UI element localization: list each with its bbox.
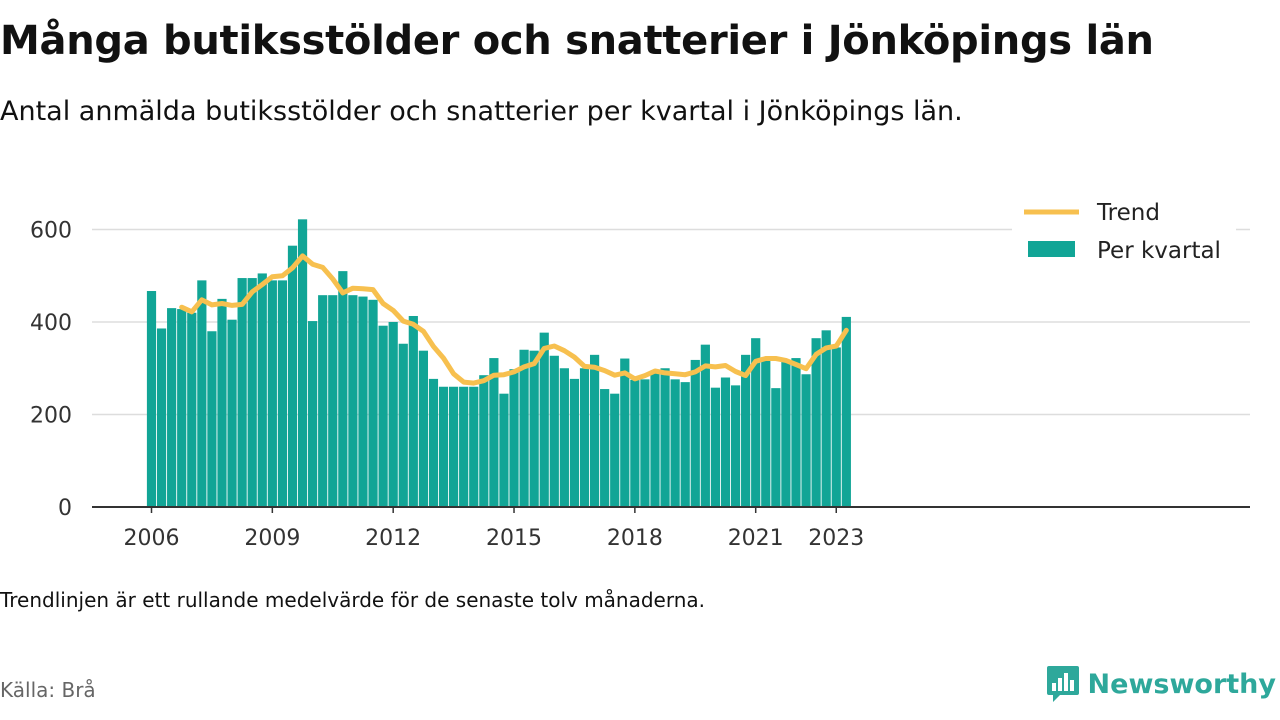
- legend-trend-label: Trend: [1096, 200, 1160, 226]
- bar: [700, 344, 710, 507]
- trend-line: [179, 253, 849, 386]
- newsworthy-logo-icon: [1046, 666, 1079, 702]
- x-tick-label: 2015: [486, 526, 542, 551]
- bar: [771, 388, 781, 507]
- bar: [741, 354, 751, 507]
- bar: [338, 271, 348, 507]
- bar: [408, 315, 418, 507]
- bar: [368, 299, 378, 507]
- bar: [589, 354, 600, 507]
- bar: [720, 377, 731, 507]
- bar: [690, 359, 700, 507]
- bar: [519, 349, 529, 507]
- bar: [156, 328, 167, 507]
- y-tick-label: 400: [30, 311, 72, 336]
- bar: [610, 393, 620, 507]
- bar: [449, 386, 459, 507]
- bar: [418, 350, 428, 507]
- bar: [328, 295, 338, 507]
- bar: [650, 371, 660, 507]
- bar: [358, 296, 368, 507]
- brand-name: Newsworthy: [1087, 668, 1276, 700]
- x-tick-label: 2021: [728, 526, 784, 551]
- y-tick-label: 200: [30, 404, 72, 429]
- bar: [428, 378, 439, 507]
- x-tick-label: 2018: [607, 526, 663, 551]
- bar: [781, 361, 791, 507]
- source-label: Källa: Brå: [0, 678, 96, 702]
- bar: [217, 298, 227, 507]
- bar: [640, 379, 650, 507]
- bar: [821, 330, 831, 507]
- bar: [146, 291, 157, 507]
- x-tick-label: 2012: [365, 526, 421, 551]
- bar: [227, 319, 237, 507]
- bar: [267, 280, 277, 507]
- bar: [499, 393, 509, 507]
- bar: [831, 347, 841, 507]
- legend-bar-swatch: [1028, 241, 1075, 257]
- chart-title: Många butiksstölder och snatterier i Jön…: [0, 18, 1154, 64]
- legend-bar-label: Per kvartal: [1097, 238, 1221, 264]
- bar: [761, 359, 771, 507]
- bar: [237, 278, 247, 507]
- bar: [308, 321, 318, 507]
- bar: [559, 368, 569, 507]
- x-tick-label: 2023: [808, 526, 864, 551]
- bar: [660, 368, 670, 507]
- bar: [297, 219, 308, 507]
- bar: [801, 374, 811, 507]
- bars: [146, 219, 851, 507]
- bar: [207, 331, 217, 507]
- bar: [600, 389, 610, 507]
- bar: [277, 280, 288, 507]
- bar: [569, 378, 580, 507]
- x-tick-label: 2006: [124, 526, 180, 551]
- bar: [680, 382, 690, 507]
- bar: [378, 325, 388, 507]
- bar: [791, 358, 801, 507]
- y-tick-label: 600: [30, 219, 72, 244]
- chart-subtitle: Antal anmälda butiksstölder och snatteri…: [0, 96, 963, 127]
- bar: [489, 358, 499, 507]
- bar: [388, 322, 398, 507]
- x-tick-label: 2009: [244, 526, 300, 551]
- bar: [811, 338, 821, 507]
- bar: [459, 386, 469, 507]
- bar: [630, 379, 640, 507]
- bar: [438, 386, 449, 507]
- bar: [509, 369, 519, 507]
- bar: [670, 379, 680, 507]
- bar: [539, 332, 549, 507]
- x-axis: [92, 506, 1250, 513]
- bar: [479, 375, 489, 507]
- bar: [177, 309, 187, 507]
- bar: [318, 295, 328, 507]
- y-tick-label: 0: [58, 496, 72, 521]
- bar: [348, 295, 358, 507]
- bar: [167, 308, 177, 507]
- bar: [751, 338, 761, 507]
- bar: [620, 358, 630, 507]
- bar: [398, 343, 408, 507]
- y-tick-labels: 0 200 400 600: [30, 219, 72, 522]
- bar: [197, 280, 207, 507]
- x-tick-labels: 2006 2009 2012 2015 2018 2021 2023: [124, 526, 865, 551]
- bar: [287, 245, 298, 507]
- bar: [730, 385, 741, 507]
- bar: [710, 387, 721, 507]
- bar: [187, 312, 197, 507]
- bar: [549, 355, 559, 507]
- bar: [247, 278, 257, 507]
- bar: [257, 273, 267, 507]
- bar: [469, 386, 479, 507]
- newsworthy-logo: Newsworthy: [1046, 664, 1276, 704]
- bar: [841, 316, 851, 507]
- bar: [579, 368, 590, 507]
- footnote: Trendlinjen är ett rullande medelvärde f…: [0, 588, 706, 612]
- legend: Trend Per kvartal: [1012, 192, 1236, 270]
- bar: [529, 350, 539, 507]
